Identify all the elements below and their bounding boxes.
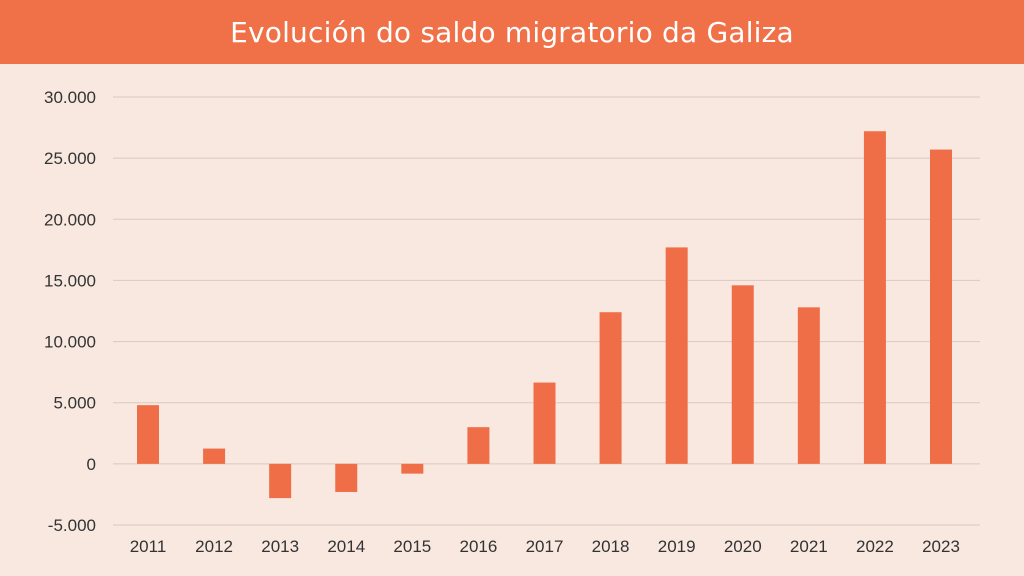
x-tick-label: 2013 (261, 537, 299, 556)
bar-2020 (731, 285, 754, 464)
y-tick-label: 15.000 (44, 271, 96, 290)
x-tick-label: 2021 (790, 537, 828, 556)
bars (137, 131, 952, 499)
x-tick-label: 2012 (195, 537, 233, 556)
bar-2013 (269, 463, 292, 499)
x-axis-tick-labels: 2011 2012 2013 2014 2015 2016 2017 2018 2019 2020… (130, 537, 960, 556)
x-tick-label: 2020 (724, 537, 762, 556)
bar-2016 (467, 427, 490, 464)
bar-2017 (533, 382, 556, 464)
bar-2012 (203, 448, 226, 464)
y-tick-label: 10.000 (44, 333, 96, 352)
x-tick-label: 2015 (393, 537, 431, 556)
chart-title: Evolución do saldo migratorio da Galiza (230, 15, 794, 49)
bar-2021 (797, 307, 820, 464)
y-tick-label: 30.000 (44, 88, 96, 107)
y-tick-label: -5.000 (48, 516, 96, 535)
bar-2019 (665, 247, 688, 464)
bar-chart: 30.000 25.000 20.000 15.000 10.000 5.000 0 -5.0… (44, 88, 980, 556)
y-tick-label: 0 (87, 455, 96, 474)
x-tick-label: 2017 (526, 537, 564, 556)
bar-2014 (335, 463, 358, 492)
x-tick-label: 2023 (922, 537, 960, 556)
bar-2023 (930, 149, 952, 464)
title-bar: Evolución do saldo migratorio da Galiza (0, 0, 1024, 64)
bar-2018 (599, 312, 622, 464)
y-tick-label: 25.000 (44, 149, 96, 168)
x-tick-label: 2011 (130, 537, 167, 556)
x-tick-label: 2022 (856, 537, 894, 556)
y-tick-label: 5.000 (53, 394, 96, 413)
x-tick-label: 2018 (592, 537, 630, 556)
x-tick-label: 2019 (658, 537, 696, 556)
bar-2011 (137, 405, 159, 464)
bar-2022 (863, 131, 886, 464)
y-axis-tick-labels: 30.000 25.000 20.000 15.000 10.000 5.000 0 -5.0… (44, 88, 96, 535)
x-tick-label: 2014 (327, 537, 365, 556)
y-tick-label: 20.000 (44, 210, 96, 229)
x-tick-label: 2016 (460, 537, 498, 556)
bar-2015 (401, 463, 424, 474)
